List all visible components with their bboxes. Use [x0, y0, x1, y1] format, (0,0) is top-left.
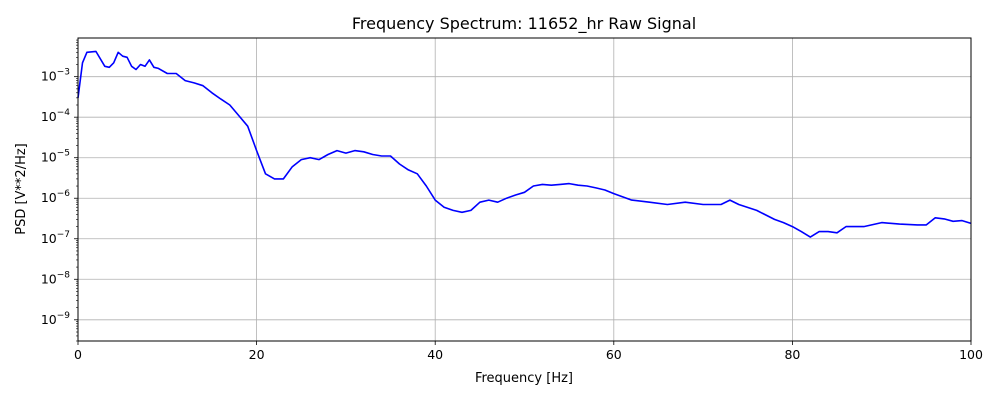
y-tick-base: 10	[41, 312, 57, 327]
y-tick-base: 10	[41, 271, 57, 286]
series-layer	[77, 50, 972, 238]
grid-lines	[77, 38, 972, 341]
y-tick-base: 10	[41, 190, 57, 205]
x-axis-label: Frequency [Hz]	[475, 371, 573, 386]
x-tick-label: 20	[249, 347, 265, 362]
psd-series-line	[77, 50, 972, 238]
y-tick-exponent: −8	[57, 270, 71, 280]
x-tick-label: 60	[606, 347, 622, 362]
y-tick-exponent: −4	[57, 108, 71, 118]
y-tick-base: 10	[41, 231, 57, 246]
y-tick-label: 10−4	[41, 108, 70, 124]
y-tick-exponent: −3	[57, 68, 70, 78]
y-tick-label: 10−9	[41, 311, 70, 327]
y-tick-exponent: −7	[57, 230, 70, 240]
y-tick-base: 10	[41, 150, 57, 165]
x-tick-label: 40	[427, 347, 443, 362]
x-tick-label: 80	[784, 347, 800, 362]
y-tick-label: 10−7	[41, 230, 70, 246]
y-tick-label: 10−3	[41, 68, 70, 84]
y-tick-exponent: −9	[57, 311, 71, 321]
y-tick-base: 10	[41, 109, 57, 124]
y-tick-exponent: −5	[57, 149, 70, 159]
y-axis-label: PSD [V**2/Hz]	[14, 143, 29, 235]
x-tick-label: 0	[74, 347, 82, 362]
y-tick-base: 10	[41, 69, 57, 84]
y-tick-label: 10−8	[41, 270, 70, 286]
plot-frame	[77, 37, 972, 342]
chart-title: Frequency Spectrum: 11652_hr Raw Signal	[352, 14, 696, 34]
x-tick-label: 100	[959, 347, 983, 362]
y-tick-label: 10−5	[41, 149, 70, 165]
y-tick-label: 10−6	[41, 189, 70, 205]
y-tick-exponent: −6	[57, 189, 71, 199]
